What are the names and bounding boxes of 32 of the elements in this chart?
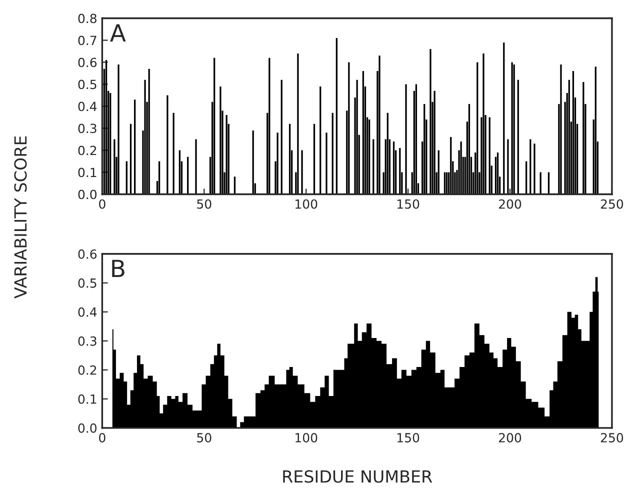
y-tick-label: 0.1 <box>78 168 96 178</box>
x-tick-label: 0 <box>99 199 106 209</box>
y-tick-label: 0.4 <box>78 102 97 112</box>
y-tick-label: 0.4 <box>78 307 97 317</box>
y-tick-label: 0.3 <box>78 336 96 346</box>
x-tick-label: 250 <box>600 433 624 442</box>
x-tick-label: 200 <box>498 433 522 442</box>
y-tick-label: 0.1 <box>78 394 96 404</box>
x-tick-label: 150 <box>397 433 420 442</box>
x-tick-label: 100 <box>296 199 318 209</box>
y-tick-label: 0.5 <box>78 278 96 288</box>
y-tick-label: 0.0 <box>78 190 97 200</box>
y-tick-label: 0.6 <box>78 58 97 68</box>
x-tick-label: 50 <box>197 199 212 209</box>
x-tick-label: 100 <box>296 433 318 442</box>
y-tick-label: 0.0 <box>78 423 97 433</box>
y-tick-label: 0.5 <box>78 80 96 90</box>
y-tick-label: 0.3 <box>78 124 96 134</box>
annotation: A <box>110 24 126 42</box>
x-tick-label: 0 <box>99 433 106 442</box>
annotation: B <box>112 260 124 278</box>
y-tick-label: 0.7 <box>78 36 96 46</box>
y-tick-label: 0.8 <box>78 14 96 24</box>
x-tick-label: 50 <box>197 433 212 442</box>
x-tick-label: 250 <box>600 199 624 209</box>
y-tick-label: 0.2 <box>78 365 96 375</box>
x-tick-label: 150 <box>397 199 420 209</box>
y-axis-title: VARIABILITY SCORE <box>14 136 27 298</box>
x-axis-title: RESIDUE NUMBER <box>283 470 432 483</box>
x-tick-label: 200 <box>498 199 522 209</box>
y-tick-label: 0.6 <box>78 249 97 259</box>
y-tick-label: 0.2 <box>78 146 96 156</box>
